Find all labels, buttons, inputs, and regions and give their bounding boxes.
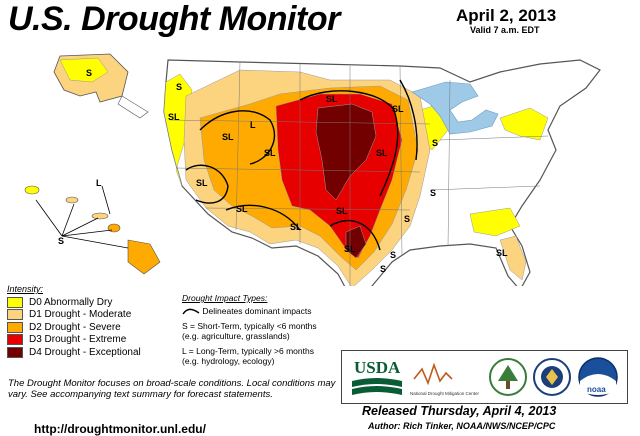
d0-northeast [499, 107, 549, 141]
nd-sl-label: SL [326, 94, 338, 104]
tx-sl-label: SL [344, 244, 356, 254]
delineates-row: Delineates dominant impacts [182, 306, 342, 316]
agency-logos: USDA National Drought Mitigation Center … [341, 350, 628, 404]
commerce-seal-icon [533, 358, 571, 396]
ok-sl-label: SL [336, 206, 348, 216]
nv-sl-label: SL [196, 178, 208, 188]
state-lines [169, 61, 549, 286]
noaa-logo: noaa [578, 357, 618, 397]
legend-item-d2: D2 Drought - Severe [7, 321, 172, 334]
la-s-label: S [390, 250, 396, 260]
disclaimer-note: The Drought Monitor focuses on broad-sca… [8, 378, 336, 400]
ndmc-logo: National Drought Mitigation Center [410, 362, 480, 396]
wa-s-label: S [176, 82, 182, 92]
long-term-text: L = Long-Term, typically >6 months [182, 346, 314, 356]
website-link[interactable]: http://droughtmonitor.unl.edu/ [34, 422, 206, 436]
nm-sl-label: SL [290, 222, 302, 232]
alaska-panhandle [117, 95, 149, 119]
ga-sl-label: SL [496, 248, 508, 258]
tx-s-label: S [380, 264, 386, 274]
alaska-label: S [86, 68, 92, 78]
legend-item-d3: D3 Drought - Extreme [7, 334, 172, 347]
legend-item-d1: D1 Drought - Moderate [7, 309, 172, 322]
svg-text:National Drought Mitigation Ce: National Drought Mitigation Center [410, 391, 480, 396]
intensity-legend: Intensity: D0 Abnormally Dry D1 Drought … [7, 284, 172, 359]
usda-logo: USDA [352, 358, 402, 395]
hawaii-l-label: L [96, 178, 102, 188]
short-term-example: (e.g. agriculture, grasslands) [182, 331, 290, 341]
mt-l-label: L [250, 120, 256, 130]
wy-sl-label: SL [264, 148, 276, 158]
long-term-example: (e.g. hydrology, ecology) [182, 356, 275, 366]
d4-texas [345, 225, 367, 259]
id-sl-label: SL [222, 132, 234, 142]
tn-s-label: S [430, 188, 436, 198]
impact-lines [185, 79, 418, 251]
page-title: U.S. Drought Monitor [8, 0, 340, 38]
great-lakes [411, 81, 499, 135]
ia-sl-label: SL [376, 148, 388, 158]
valid-time: Valid 7 a.m. EDT [470, 25, 540, 35]
alaska-d0 [59, 57, 109, 83]
tree-seal-icon [489, 358, 527, 396]
ar-s-label: S [404, 214, 410, 224]
mi-s-label: S [432, 138, 438, 148]
map-date: April 2, 2013 [456, 6, 557, 25]
legend-item-d0: D0 Abnormally Dry [7, 296, 172, 309]
release-date: Released Thursday, April 4, 2013 [362, 404, 557, 418]
mn-sl-label: SL [392, 104, 404, 114]
d1-georgia [499, 235, 527, 281]
d0-southeast [469, 207, 521, 237]
d0-west [163, 73, 193, 187]
d1-swatch [7, 309, 23, 321]
d3-swatch [7, 334, 23, 346]
hawaii [24, 185, 161, 275]
d4-swatch [7, 346, 23, 358]
hawaii-s-label: S [58, 236, 64, 246]
drought-map: S S L S SL SL SL L SL SL SL SL SL SL SL … [24, 53, 601, 286]
legend-item-d4: D4 Drought - Exceptional [7, 346, 172, 359]
impact-legend: Drought Impact Types: Delineates dominan… [182, 293, 342, 366]
author-credit: Author: Rich Tinker, NOAA/NWS/NCEP/CPC [368, 421, 556, 431]
d2-swatch [7, 321, 23, 333]
impact-line-icon [182, 308, 200, 315]
impact-heading: Drought Impact Types: [182, 293, 268, 303]
d0-swatch [7, 296, 23, 308]
or-sl-label: SL [168, 112, 180, 122]
short-term-text: S = Short-Term, typically <6 months [182, 321, 317, 331]
svg-text:USDA: USDA [354, 358, 401, 377]
svg-text:noaa: noaa [587, 385, 606, 394]
intensity-heading: Intensity: [7, 284, 44, 294]
az-sl-label: SL [236, 204, 248, 214]
hawaii-pointer-lines [35, 185, 129, 249]
